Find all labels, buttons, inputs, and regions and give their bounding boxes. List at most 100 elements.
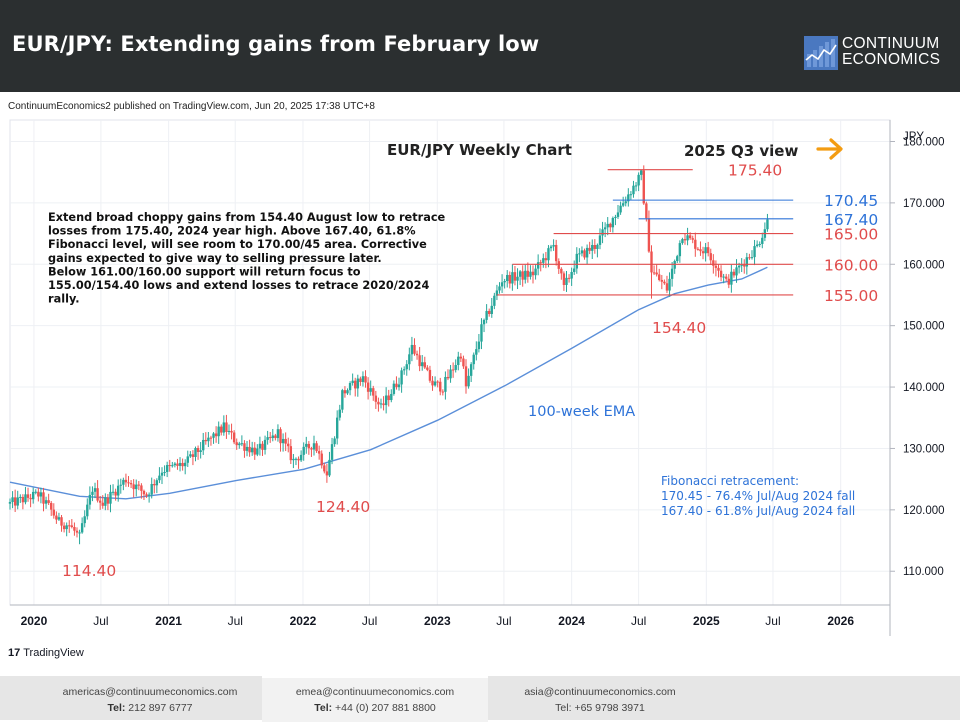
candle-body [719,270,723,278]
candle-body [83,516,86,524]
chart-subtitle: 2025 Q3 view [684,142,798,160]
candle-body [305,443,308,447]
candle-body [621,203,625,206]
candle-body [475,349,478,355]
candle-body [591,245,594,251]
candle-body [583,250,586,258]
candle-body [557,261,560,269]
candle-body [390,393,393,401]
fib-line: 170.45 - 76.4% Jul/Aug 2024 fall [661,489,855,503]
candle-body [140,485,143,491]
candle-body [524,270,527,280]
candle-body [683,239,687,241]
candle-body [428,369,432,381]
candle-body [343,390,347,394]
candle-body [356,378,360,389]
email-emea[interactable]: emea@continuumeconomics.com [295,686,455,698]
candle-body [418,355,421,367]
eurjpy-weekly-chart: 110.000 120.000 130.000 140.000 150.000 160.0… [8,119,945,636]
candle-body [766,219,769,230]
candle-body [171,465,174,467]
candle-body [315,443,318,452]
candle-body [588,247,591,251]
candle-body [119,484,122,486]
candle-body [477,341,481,350]
candle-body [627,194,630,202]
candle-body [701,251,705,254]
candle-body [256,448,259,455]
email-americas[interactable]: americas@continuumeconomics.com [62,686,238,698]
candle-body [609,223,612,228]
candle-body [240,443,244,445]
candle-body [310,448,313,450]
candle-body [536,262,540,269]
email-asia[interactable]: asia@continuumeconomics.com [524,686,676,698]
candle-body [68,525,71,527]
level-label: 170.45 [824,192,878,210]
candle-body [42,492,45,504]
candle-body [230,430,233,433]
candle-body [619,205,622,213]
candle-body [106,497,110,504]
candle-body [21,496,25,503]
candle-body [50,502,53,510]
commentary-line: losses from 175.40, 2024 year high. Abov… [48,225,416,238]
tradingview-icon: 17 [8,647,21,659]
candle-body [330,444,334,460]
candle-body [732,271,736,276]
candle-body [186,456,189,463]
candle-body [346,390,349,394]
candle-body [253,447,256,455]
candle-body [88,494,92,505]
candle-body [521,271,524,280]
commentary-line: rally. [48,293,80,306]
candle-body [235,442,238,446]
x-tick-label: Jul [765,614,780,628]
candle-body [531,271,535,276]
low-label: 154.40 [652,319,706,337]
candle-body [227,430,231,432]
candle-body [444,376,447,392]
candle-body [209,437,213,439]
candle-body [73,527,76,531]
candle-body [137,484,141,486]
chart-title: EUR/JPY Weekly Chart [387,141,572,159]
tel-label: Tel: [107,702,126,714]
tel-asia: +65 9798 3971 [574,702,645,714]
candle-body [670,268,674,279]
candle-body [714,265,718,268]
candle-body [163,471,166,473]
candle-body [696,248,700,250]
candle-body [207,437,210,442]
logo-mark-icon [804,36,838,70]
candle-body [761,237,764,244]
footer: americas@continuumeconomics.com Tel: 212… [0,676,960,722]
candle-body [451,369,455,371]
candle-body [753,246,756,258]
brand-line-2: ECONOMICS [842,51,941,68]
candle-body [124,479,128,483]
candle-body [297,458,300,461]
candle-body [263,439,267,450]
candle-body [351,380,354,384]
candle-body [467,375,470,387]
candle-body [634,185,638,187]
candle-body [75,530,79,533]
candle-body [127,482,130,484]
level-label: 155.00 [824,287,878,305]
candle-body [258,443,262,449]
candle-body [317,451,321,454]
y-tick-label: 140.000 [903,382,945,394]
candle-body [44,500,48,504]
candle-body [645,203,648,219]
candle-body [217,426,220,437]
candle-body [441,391,445,393]
candle-body [222,422,226,433]
candle-body [132,484,135,490]
candle-body [614,216,617,219]
candle-body [135,484,138,490]
candle-body [114,491,117,496]
candle-body [506,274,509,281]
y-tick-label: 160.000 [903,259,945,271]
candle-body [585,247,589,258]
